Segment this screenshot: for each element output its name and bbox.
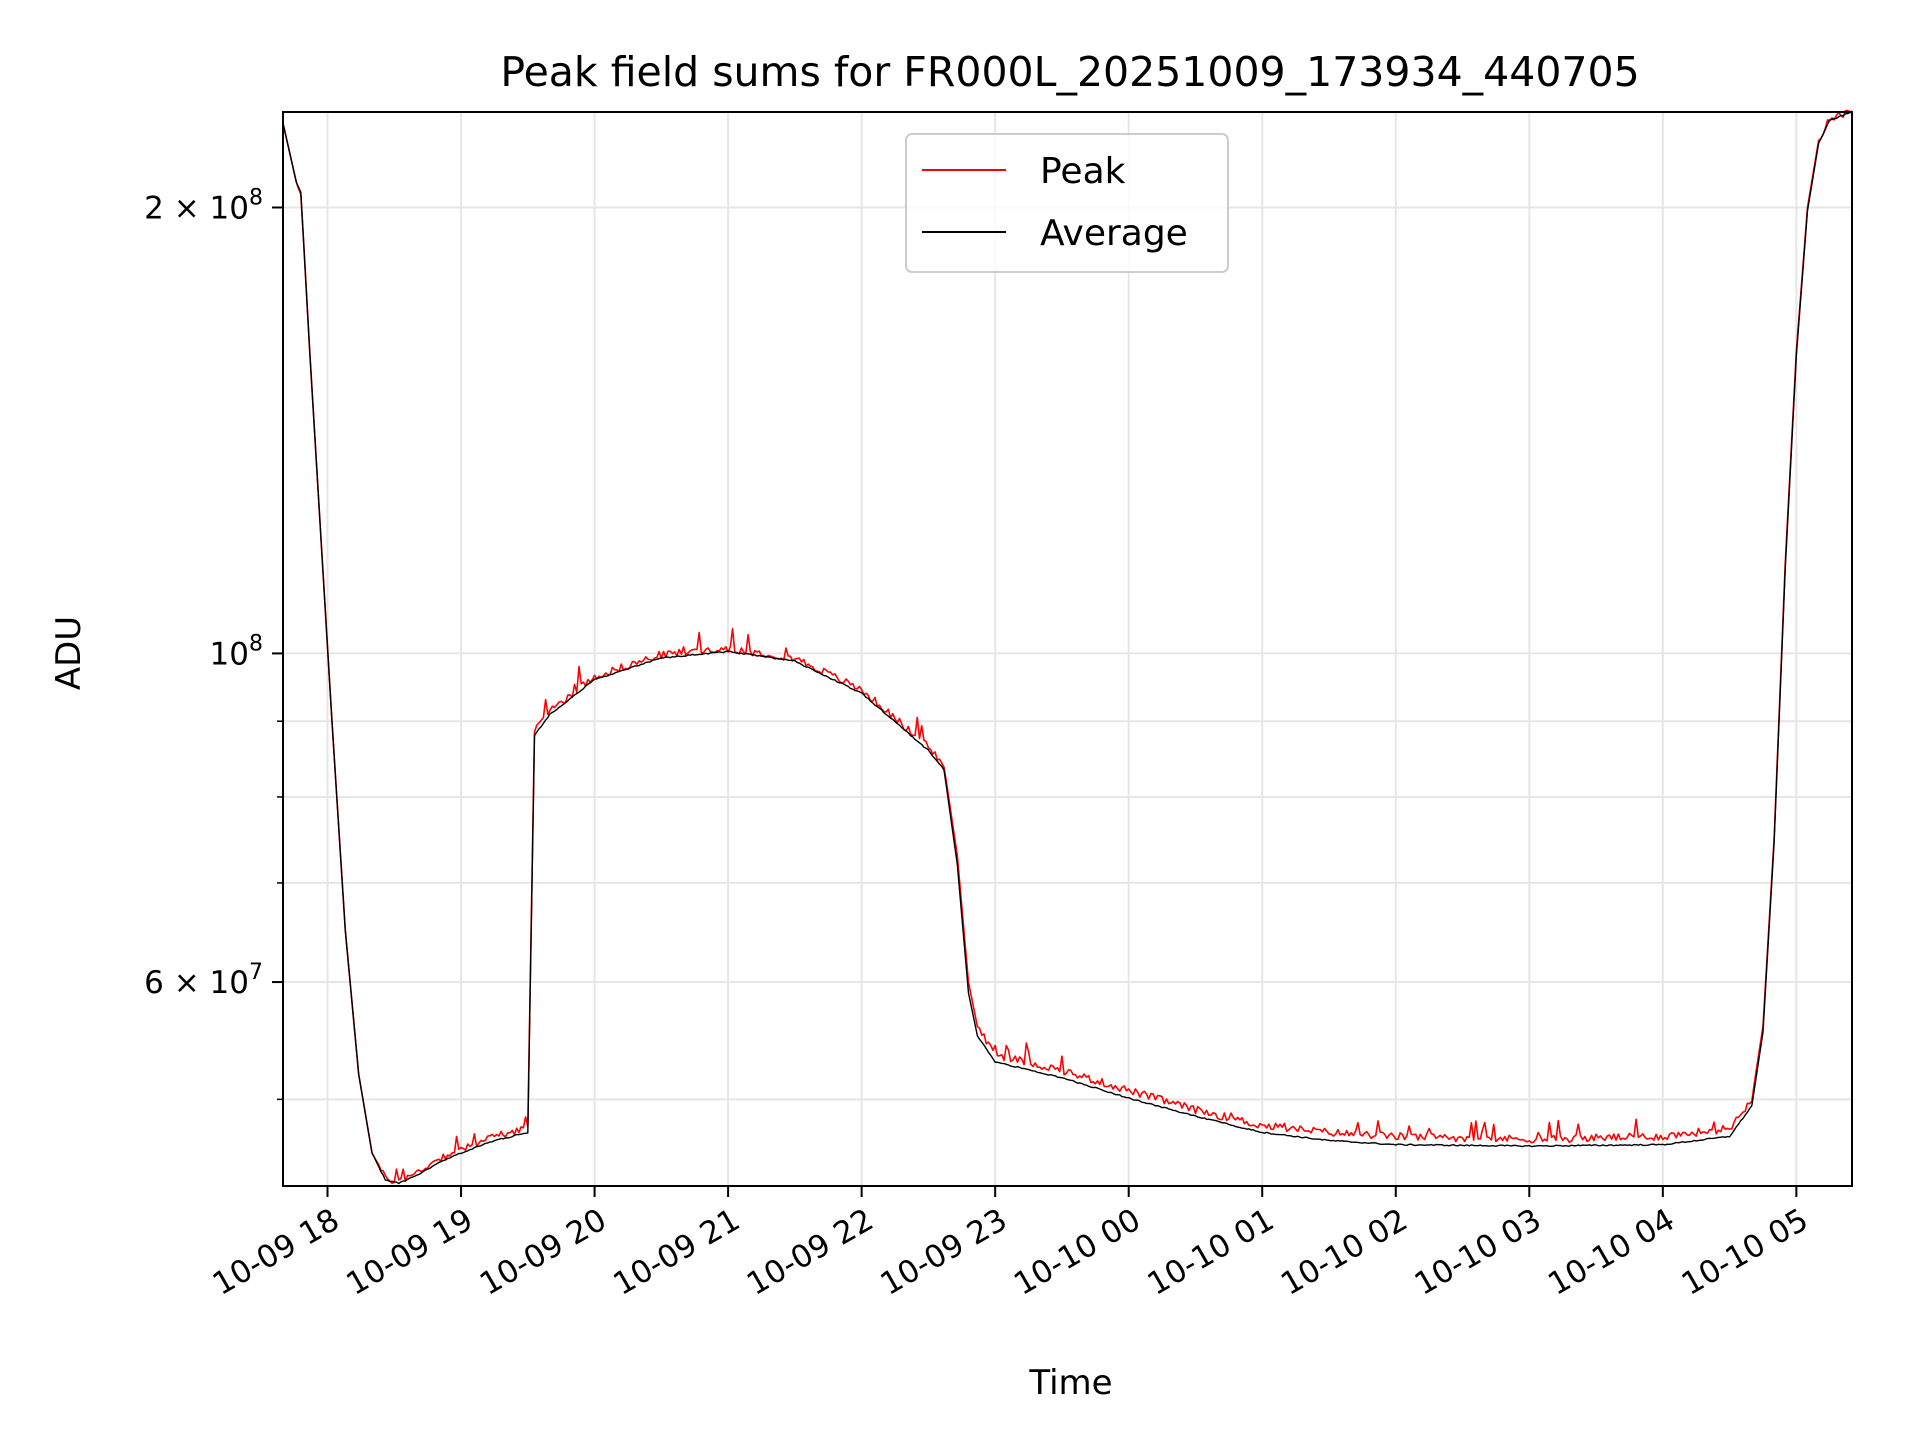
legend-label: Average bbox=[1040, 213, 1188, 254]
series-line-peak bbox=[282, 109, 1853, 1185]
grid bbox=[283, 112, 1852, 1186]
x-axis-label: Time bbox=[1028, 1363, 1112, 1403]
legend: Peak Average bbox=[905, 133, 1229, 273]
plot-frame bbox=[282, 111, 1853, 1187]
y-tick-label: 108 bbox=[210, 631, 263, 672]
legend-label: Peak bbox=[1040, 151, 1126, 192]
y-tick-label: 2 × 108 bbox=[144, 185, 263, 226]
y-axis: 6 × 107 108 2 × 108 bbox=[144, 185, 283, 1101]
chart-title: Peak field sums for FR000L_20251009_1739… bbox=[500, 48, 1639, 96]
y-axis-label: ADU bbox=[49, 616, 89, 690]
y-tick-label: 6 × 107 bbox=[144, 960, 263, 1001]
legend-box bbox=[905, 133, 1229, 273]
series-layer bbox=[282, 109, 1853, 1185]
series-line-average bbox=[282, 111, 1853, 1185]
